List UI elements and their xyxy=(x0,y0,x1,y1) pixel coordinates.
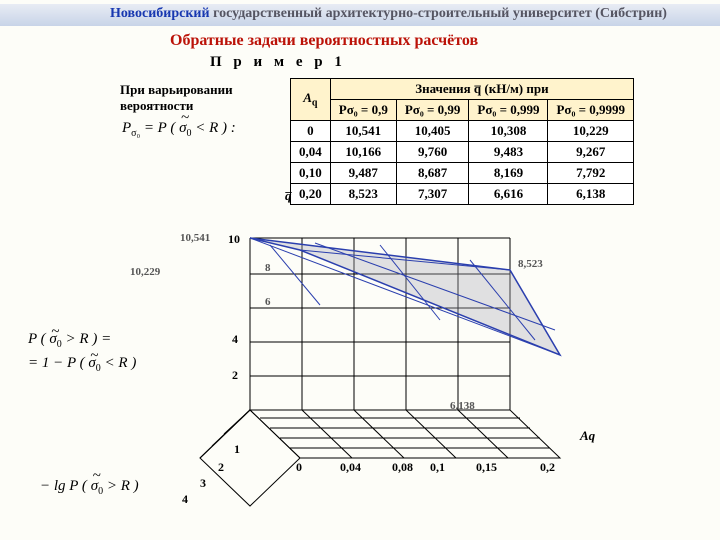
cell-a: 0 xyxy=(291,121,331,142)
y-tick: 2 xyxy=(218,460,224,475)
cell: 8,169 xyxy=(469,163,548,184)
formula-log-p: − lg P ( σ0 > R ) xyxy=(40,478,139,497)
col-p099: Pσ₀ = 0,99 xyxy=(396,100,469,121)
university-name-highlight: Новосибирский xyxy=(110,6,210,21)
table-row: 0,20 8,523 7,307 6,616 6,138 xyxy=(291,184,634,205)
cell: 8,523 xyxy=(330,184,396,205)
cell-a: 0,20 xyxy=(291,184,331,205)
cell: 9,483 xyxy=(469,142,548,163)
cell: 6,138 xyxy=(548,184,634,205)
table-row: 0,04 10,166 9,760 9,483 9,267 xyxy=(291,142,634,163)
cell: 10,308 xyxy=(469,121,548,142)
z-tick: 2 xyxy=(232,368,238,383)
university-name-rest: государственный архитектурно-строительны… xyxy=(210,6,667,21)
cell-a: 0,04 xyxy=(291,142,331,163)
cell: 9,760 xyxy=(396,142,469,163)
axis-label-aq: Aq xyxy=(580,428,595,444)
col-aq: Aq xyxy=(291,79,331,121)
corner-annot: 10,229 xyxy=(130,266,160,278)
table-row: 0,10 9,487 8,687 8,169 7,792 xyxy=(291,163,634,184)
x-tick: 0,1 xyxy=(430,460,445,475)
variation-label: При варьировании вероятности xyxy=(120,82,233,113)
col-p09: Pσ₀ = 0,9 xyxy=(330,100,396,121)
cell: 6,616 xyxy=(469,184,548,205)
cell-a: 0,10 xyxy=(291,163,331,184)
y-tick: 1 xyxy=(234,442,240,457)
col-p09999: Pσ₀ = 0,9999 xyxy=(548,100,634,121)
y-tick: 3 xyxy=(200,476,206,491)
corner-annot: 10,541 xyxy=(180,232,210,244)
university-name: Новосибирский государственный архитектур… xyxy=(110,6,720,28)
col-p0999: Pσ₀ = 0,999 xyxy=(469,100,548,121)
table-top-header: Значения q̅ (кН/м) при xyxy=(330,79,633,100)
example-label: П р и м е р 1 xyxy=(210,54,346,71)
x-tick: 0,15 xyxy=(476,460,497,475)
axis-label-qbar: q̅ xyxy=(285,188,292,204)
cell: 10,541 xyxy=(330,121,396,142)
y-tick: 4 xyxy=(182,492,188,507)
page-title: Обратные задачи вероятностных расчётов xyxy=(170,32,478,50)
cell: 8,687 xyxy=(396,163,469,184)
cell: 9,487 xyxy=(330,163,396,184)
formula-p-complement: P ( σ0 > R ) = = 1 − P ( σ0 < R ) xyxy=(28,328,136,376)
values-table: Aq Значения q̅ (кН/м) при Pσ₀ = 0,9 Pσ₀ … xyxy=(290,78,634,205)
corner-annot: 6,138 xyxy=(450,400,475,412)
header-banner: Новосибирский государственный архитектур… xyxy=(0,4,720,26)
cell: 7,307 xyxy=(396,184,469,205)
x-tick: 0,2 xyxy=(540,460,555,475)
x-tick: 0,08 xyxy=(392,460,413,475)
surface-plot: q̅ Aq 10 8 6 4 2 0 0,04 0,08 0,1 0,15 0,… xyxy=(140,210,620,510)
variation-label-l1: При варьировании xyxy=(120,82,233,97)
z-tick: 6 xyxy=(265,296,271,308)
x-tick: 0,04 xyxy=(340,460,361,475)
table-row: 0 10,541 10,405 10,308 10,229 xyxy=(291,121,634,142)
z-tick: 4 xyxy=(232,332,238,347)
cell: 10,229 xyxy=(548,121,634,142)
z-tick: 10 xyxy=(228,232,240,247)
x-tick: 0 xyxy=(296,460,302,475)
z-tick: 8 xyxy=(265,262,271,274)
cell: 9,267 xyxy=(548,142,634,163)
corner-annot: 8,523 xyxy=(518,258,543,270)
cell: 10,405 xyxy=(396,121,469,142)
cell: 7,792 xyxy=(548,163,634,184)
cell: 10,166 xyxy=(330,142,396,163)
formula-p-sigma: Pσ₀ = P ( σ0 < R ) : xyxy=(122,120,236,139)
